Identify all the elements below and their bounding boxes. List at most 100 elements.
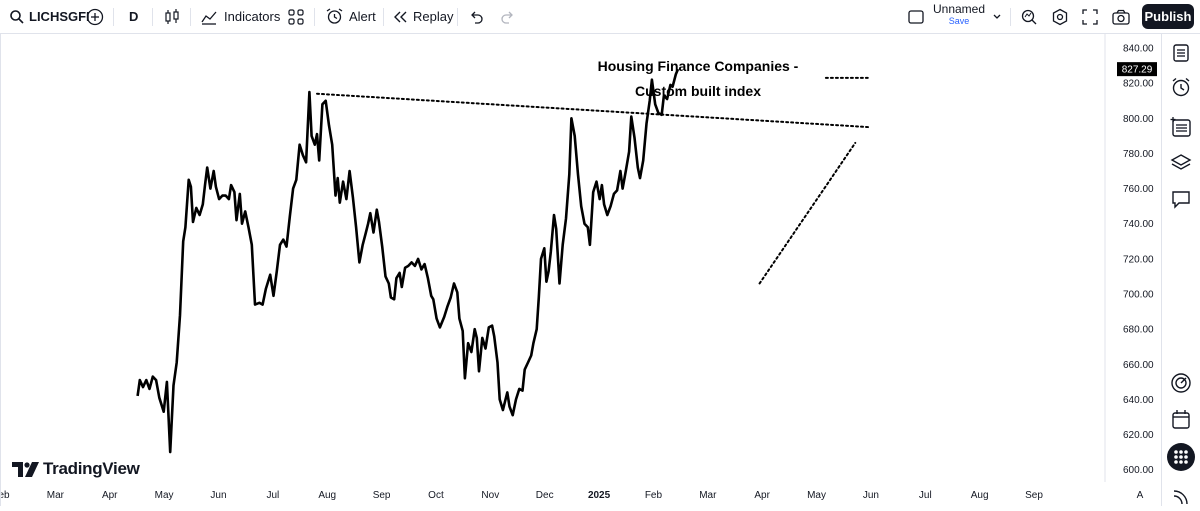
templates-button[interactable] xyxy=(287,0,305,33)
time-tick-label: Nov xyxy=(481,490,499,501)
price-tick-label: 840.00 xyxy=(1123,44,1154,55)
settings-button[interactable] xyxy=(1051,0,1069,33)
time-tick-label: Feb xyxy=(645,490,663,501)
price-chart[interactable]: Housing Finance Companies - Custom built… xyxy=(0,34,1161,506)
chart-area[interactable]: Housing Finance Companies - Custom built… xyxy=(0,34,1162,506)
fullscreen-button[interactable] xyxy=(1082,0,1098,33)
time-tick-label: 2025 xyxy=(588,490,611,501)
time-tick-label: Sep xyxy=(373,490,391,501)
broadcast-icon xyxy=(1173,490,1188,505)
layout-button[interactable] xyxy=(907,0,925,33)
interval-button[interactable]: D xyxy=(129,0,138,33)
price-tick-label: 800.00 xyxy=(1123,114,1154,125)
price-tick-label: 660.00 xyxy=(1123,360,1154,371)
time-tick-label: Jul xyxy=(266,490,279,501)
top-toolbar: LICHSGFI D Indicators Alert Replay Unnam… xyxy=(0,0,1200,34)
candlestick-icon xyxy=(165,8,179,24)
chevron-down-icon xyxy=(993,14,1001,19)
indicators-button[interactable]: Indicators xyxy=(200,0,280,33)
layout-name[interactable]: Unnamed Save xyxy=(928,2,990,27)
object-tree-icon xyxy=(1170,117,1191,137)
list-icon xyxy=(1173,44,1189,62)
target-button[interactable] xyxy=(1170,372,1192,394)
grid-icon xyxy=(288,8,304,25)
layout-menu-button[interactable] xyxy=(992,0,1002,33)
dotted-trendline[interactable] xyxy=(315,92,870,129)
price-axis[interactable]: 600.00 620.00 640.00 660.00 680.00 700.00 720.… xyxy=(1123,44,1154,477)
time-tick-label: Aug xyxy=(318,490,336,501)
price-tick-label: 640.00 xyxy=(1123,395,1154,406)
camera-icon xyxy=(1112,9,1130,25)
time-tick-label: Jul xyxy=(919,490,932,501)
apps-button[interactable] xyxy=(1167,443,1195,471)
fullscreen-icon xyxy=(1082,8,1098,25)
tradingview-logo[interactable]: TradingView xyxy=(12,459,140,479)
separator xyxy=(190,8,191,26)
chart-type-button[interactable] xyxy=(163,0,181,33)
symbol-search[interactable]: LICHSGFI xyxy=(9,0,90,33)
logo-text: TradingView xyxy=(43,459,140,478)
separator xyxy=(152,8,153,26)
hexagon-gear-icon xyxy=(1052,8,1068,25)
time-tick-label: May xyxy=(807,490,826,501)
alerts-panel-button[interactable] xyxy=(1170,76,1192,98)
last-price-badge-bg xyxy=(1117,62,1157,77)
price-tick-label: 700.00 xyxy=(1123,290,1154,301)
magnifier-icon xyxy=(1021,9,1037,24)
price-tick-label: 740.00 xyxy=(1123,219,1154,230)
price-line xyxy=(136,68,680,454)
price-tick-label: 620.00 xyxy=(1123,430,1154,441)
time-tick-label: Mar xyxy=(47,490,65,501)
symbol-label: LICHSGFI xyxy=(29,9,90,24)
chat-button[interactable] xyxy=(1170,188,1192,210)
target-icon xyxy=(1171,373,1191,393)
auto-scale-toggle[interactable]: A xyxy=(1137,490,1144,501)
chart-annotation: Housing Finance Companies - Custom built… xyxy=(598,58,799,99)
indicators-label: Indicators xyxy=(224,9,281,24)
rewind-icon xyxy=(394,11,407,22)
trendlines[interactable] xyxy=(315,76,870,285)
annotation-line-2: Custom built index xyxy=(635,83,761,99)
time-tick-label: Aug xyxy=(971,490,989,501)
price-series xyxy=(136,68,680,454)
separator xyxy=(314,8,315,26)
price-tick-label: 760.00 xyxy=(1123,184,1154,195)
tradingview-logo-icon xyxy=(12,461,39,477)
price-tick-label: 600.00 xyxy=(1123,465,1154,476)
time-tick-label: Apr xyxy=(102,490,118,501)
undo-button[interactable] xyxy=(468,0,484,33)
compare-button[interactable] xyxy=(86,0,104,33)
layers-button[interactable] xyxy=(1170,152,1192,174)
interval-label: D xyxy=(129,9,139,24)
search-icon xyxy=(10,9,24,24)
watchlist-button[interactable] xyxy=(1170,42,1192,64)
time-tick-label: Oct xyxy=(428,490,444,501)
redo-button[interactable] xyxy=(500,0,516,33)
quick-search-button[interactable] xyxy=(1020,0,1038,33)
price-tick-label: 680.00 xyxy=(1123,325,1154,336)
publish-button[interactable]: Publish xyxy=(1142,4,1194,29)
replay-button[interactable]: Replay xyxy=(391,0,453,33)
apps-grid-icon xyxy=(1167,443,1195,471)
alert-button[interactable]: Alert xyxy=(325,0,376,33)
redo-icon xyxy=(501,11,513,24)
save-link[interactable]: Save xyxy=(948,16,970,26)
right-sidebar xyxy=(1161,34,1200,506)
snapshot-button[interactable] xyxy=(1111,0,1131,33)
annotation-line-1: Housing Finance Companies - xyxy=(598,58,799,74)
alert-label: Alert xyxy=(349,9,376,24)
chat-icon xyxy=(1172,191,1190,209)
dotted-trendline[interactable] xyxy=(758,141,857,285)
price-tick-label: 820.00 xyxy=(1123,79,1154,90)
object-tree-button[interactable] xyxy=(1170,116,1192,138)
calendar-button[interactable] xyxy=(1170,408,1192,430)
broadcast-button[interactable] xyxy=(1170,488,1192,510)
plus-circle-icon xyxy=(86,8,104,25)
layers-icon xyxy=(1170,154,1192,170)
separator xyxy=(457,8,458,26)
time-axis[interactable]: Feb Mar Apr May Jun Jul Aug Sep Oct Nov Dec 2025 Feb… xyxy=(0,490,1144,501)
layout-title: Unnamed xyxy=(932,2,986,16)
time-tick-label: Feb xyxy=(1,490,10,501)
separator xyxy=(1010,8,1011,26)
time-tick-label: Jun xyxy=(863,490,879,501)
